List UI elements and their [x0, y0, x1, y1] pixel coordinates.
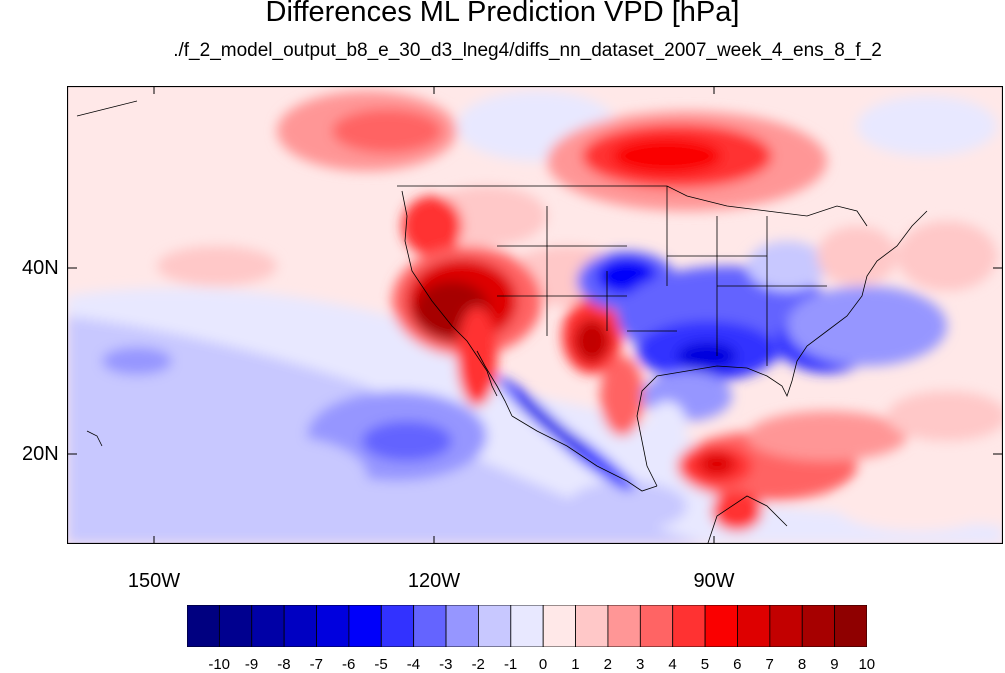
colorbar-swatch: [413, 605, 447, 647]
colorbar-label: -8: [277, 656, 291, 673]
colorbar-swatch: [251, 605, 285, 647]
lat-label-20n: 20N: [22, 443, 59, 465]
colorbar-swatch: [283, 605, 317, 647]
colorbar-label: -2: [471, 656, 485, 673]
colorbar-label: -7: [309, 656, 323, 673]
colorbar-label: 1: [571, 656, 580, 673]
lon-label-120w: 120W: [407, 570, 461, 592]
map-border: [67, 86, 1003, 544]
colorbar-swatch: [445, 605, 479, 647]
colorbar-swatch: [380, 605, 415, 647]
colorbar-swatch: [187, 605, 220, 647]
colorbar-label: 7: [765, 656, 774, 673]
lon-label-150w: 150W: [127, 570, 181, 592]
colorbar-swatch: [769, 605, 803, 647]
colorbar-label: 6: [733, 656, 742, 673]
colorbar-swatch: [704, 605, 738, 647]
coastlines: [76, 100, 928, 544]
colorbar-label: 2: [603, 656, 612, 673]
colorbar-label: 9: [830, 656, 839, 673]
colorbar-label: 8: [797, 656, 807, 673]
colorbar-swatch: [575, 605, 609, 647]
colorbar-swatch: [510, 605, 544, 647]
plot-title: Differences ML Prediction VPD [hPa]: [265, 0, 740, 28]
colorbar-label: -1: [503, 656, 518, 673]
lon-label-90w: 90W: [693, 570, 735, 592]
colorbar-label: -5: [374, 656, 388, 673]
colorbar-label: 5: [700, 656, 710, 673]
colorbar-label: 10: [858, 656, 876, 673]
colorbar-swatch: [672, 605, 706, 647]
colorbar-swatch: [348, 605, 382, 647]
colorbar-swatch: [737, 605, 771, 647]
colorbar-label: -9: [244, 656, 259, 673]
colorbar-swatch: [607, 605, 641, 647]
axis-ticks: [67, 86, 1003, 544]
colorbar-swatch: [639, 605, 674, 647]
colorbar-swatch: [542, 605, 576, 647]
colorbar-label: -3: [439, 656, 453, 673]
colorbar-swatch: [478, 605, 512, 647]
colorbar: [187, 605, 867, 647]
colorbar-label: 4: [668, 656, 677, 673]
plot-subtitle: ./f_2_model_output_b8_e_30_d3_lneg4/diff…: [173, 40, 882, 61]
colorbar-label: -4: [406, 656, 421, 673]
colorbar-swatch: [316, 605, 350, 647]
colorbar-label: -6: [342, 656, 356, 673]
colorbar-swatch: [834, 605, 867, 647]
colorbar-label: 3: [635, 656, 645, 673]
colorbar-label: 0: [538, 656, 548, 673]
colorbar-swatch: [218, 605, 253, 647]
colorbar-swatch: [801, 605, 836, 647]
lat-label-40n: 40N: [22, 257, 59, 279]
map-panel: [67, 86, 1003, 544]
colorbar-label: -10: [208, 656, 231, 673]
